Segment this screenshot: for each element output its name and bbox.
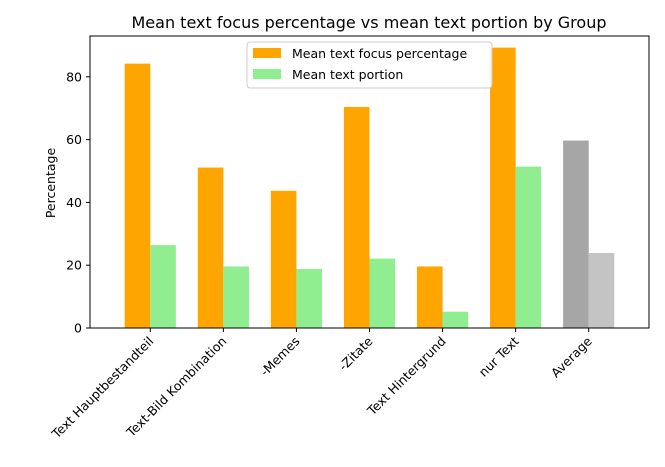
bar-text-focus-2 xyxy=(270,190,297,328)
bar-text-portion-4 xyxy=(442,311,469,328)
x-tick-label: -Memes xyxy=(257,334,303,380)
bar-text-portion-3 xyxy=(369,258,396,328)
legend-box xyxy=(246,41,493,89)
bar-text-focus-6 xyxy=(563,140,589,328)
y-tick-label: 80 xyxy=(66,69,82,84)
y-tick-label: 40 xyxy=(66,195,82,210)
legend-swatch-0 xyxy=(253,48,281,58)
bars-group xyxy=(124,47,615,329)
bar-text-portion-5 xyxy=(515,166,542,328)
bar-text-portion-1 xyxy=(223,266,249,328)
legend-label-1: Mean text portion xyxy=(292,67,403,82)
legend-label-0: Mean text focus percentage xyxy=(292,46,467,61)
y-tick-label: 20 xyxy=(66,258,82,273)
legend: Mean text focus percentage Mean text port… xyxy=(246,41,493,89)
bar-text-focus-3 xyxy=(343,106,370,328)
bar-text-focus-4 xyxy=(416,266,443,328)
bar-text-portion-2 xyxy=(296,268,323,328)
bar-text-portion-0 xyxy=(150,245,176,328)
bar-text-focus-1 xyxy=(197,167,224,328)
x-tick-label: Text Hintergrund xyxy=(364,334,449,419)
x-tick-label: -Zitate xyxy=(336,333,376,373)
bar-text-portion-6 xyxy=(588,252,615,328)
y-ticks-group: 0 20 40 60 80 xyxy=(66,69,90,336)
x-tick-label: nur Text xyxy=(476,333,522,379)
x-tick-label: Average xyxy=(548,333,595,380)
chart-title: Mean text focus percentage vs mean text … xyxy=(132,13,607,32)
y-tick-label: 0 xyxy=(74,321,82,336)
legend-swatch-1 xyxy=(253,69,281,79)
y-tick-label: 60 xyxy=(66,132,82,147)
bar-text-focus-5 xyxy=(490,47,516,329)
y-axis-label: Percentage xyxy=(43,148,58,219)
bar-text-focus-0 xyxy=(124,63,151,329)
plot-frame xyxy=(89,35,650,329)
